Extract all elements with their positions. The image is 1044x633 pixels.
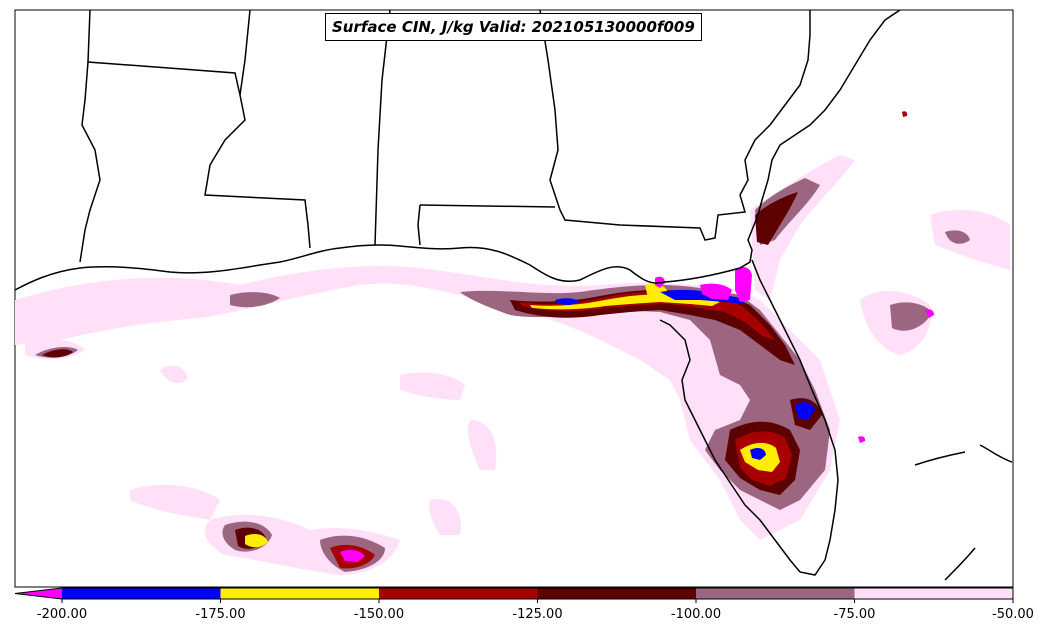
colorbar-bin-6 <box>854 588 1013 599</box>
colorbar-tick-label: -200.00 <box>36 607 88 622</box>
colorbar-tick-label: -125.00 <box>512 607 563 622</box>
cin-shading <box>15 111 1010 575</box>
colorbar-tick-label: -100.00 <box>670 607 722 622</box>
colorbar-bin-1 <box>62 588 221 599</box>
colorbar-bin-2 <box>220 588 379 599</box>
colorbar <box>14 587 1014 603</box>
colorbar-tick-label: -50.00 <box>992 607 1034 622</box>
colorbar-outline <box>14 587 1014 600</box>
colorbar-tick-label: -175.00 <box>195 607 246 622</box>
coastline-and-borders <box>14 9 1013 581</box>
map-title: Surface CIN, J/kg Valid: 202105130000f00… <box>325 13 702 41</box>
colorbar-bin-4 <box>537 588 696 599</box>
colorbar-bin-5 <box>696 588 855 599</box>
colorbar-bin-3 <box>379 588 538 599</box>
colorbar-bin-0 <box>15 588 62 599</box>
colorbar-tick-label: -75.00 <box>833 607 876 622</box>
colorbar-tick-label: -150.00 <box>353 607 405 622</box>
